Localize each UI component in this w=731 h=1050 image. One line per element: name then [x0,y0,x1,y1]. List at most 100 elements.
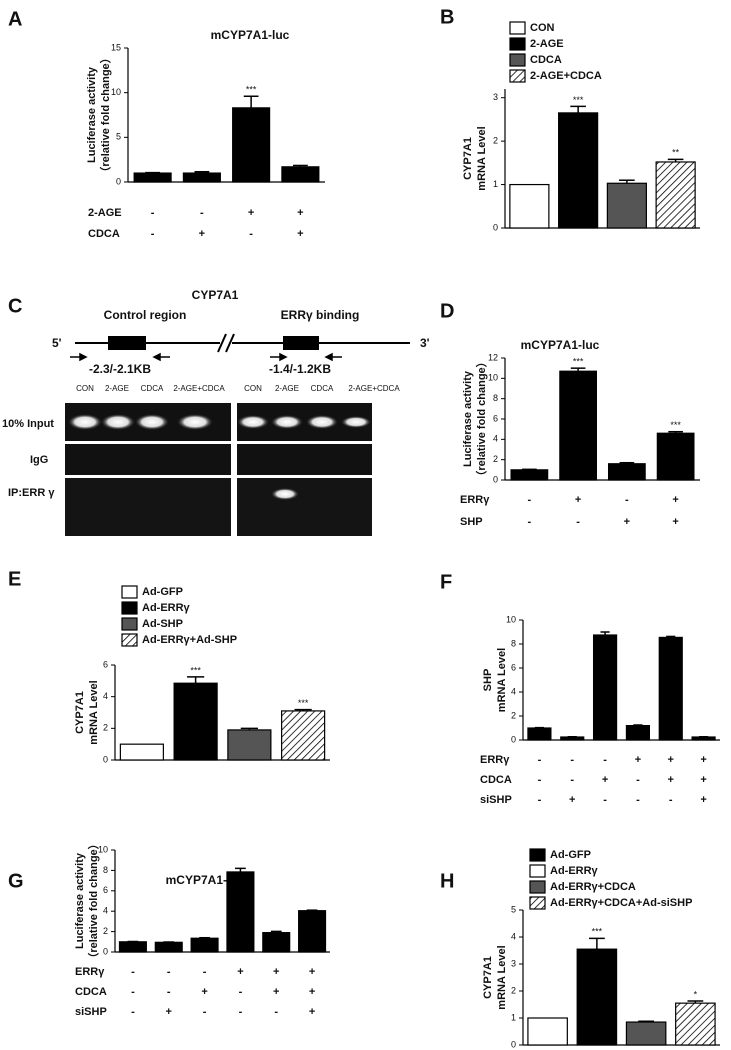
condition-sign: + [166,1006,172,1018]
condition-sign: - [239,986,243,998]
bar [298,910,327,953]
condition-label: siSHP [480,794,512,806]
primers [70,352,342,362]
condition-sign: - [249,228,253,240]
y-tick-label: 2 [493,454,498,464]
legend-label: Ad-ERRγ+CDCA [550,881,636,893]
lane-label: 2-AGE [105,384,129,393]
chart-title: mCYP7A1-luc [521,338,600,352]
significance: *** [573,357,584,367]
lane-label: 2-AGE [275,384,299,393]
bar [133,172,172,183]
bar [173,682,218,761]
y-tick-label: 6 [103,885,108,895]
amplicon-label: -1.4/-1.2KB [269,362,331,376]
panel-letter: B [440,6,454,28]
panel-letter: H [440,870,454,892]
bar [607,463,646,481]
chart: F 0 2 4 6 8 10 SHP mRNA Level - - - - - + - + - + - - + + - + + + E… [440,571,720,806]
bar [675,1002,716,1046]
condition-sign: - [274,1006,278,1018]
condition-sign: - [203,966,207,978]
condition-sign: - [570,754,574,766]
significance: *** [298,698,309,708]
condition-sign: - [636,774,640,786]
legend-label: Ad-ERRγ [142,602,191,614]
bar [119,743,164,761]
y-tick-label: 5 [116,132,121,142]
break-mark [225,333,235,353]
significance: ** [672,148,680,158]
condition-sign: + [668,774,674,786]
condition-sign: - [151,207,155,219]
panel-letter: C [8,295,22,317]
condition-sign: - [131,966,135,978]
legend-label: Ad-ERRγ+CDCA+Ad-siSHP [550,897,692,909]
legend-label: Ad-GFP [142,586,183,598]
legend-swatch [529,896,546,910]
row-label: 10% Input [2,418,54,430]
panel-letter: G [8,870,24,892]
condition-sign: + [635,754,641,766]
bar [509,183,550,229]
y-axis-label: Luciferase activity [86,66,98,163]
legend-swatch [121,617,138,631]
lane-label: CDCA [311,384,334,393]
y-tick-label: 0 [511,734,516,744]
legend-label: CDCA [530,54,562,66]
condition-sign: - [239,1006,243,1018]
y-tick-label: 1 [493,179,498,189]
legend-swatch [121,601,138,615]
y-tick-label: 10 [488,373,498,383]
y-axis-label: mRNA Level [496,648,508,712]
bar [182,172,221,183]
y-axis-label: mRNA Level [496,945,508,1009]
bar [625,1021,667,1046]
condition-sign: + [273,966,279,978]
bar [655,161,696,229]
condition-sign: + [309,1006,315,1018]
y-tick-label: 0 [493,474,498,484]
y-axis-label: mRNA Level [476,126,488,190]
legend-swatch [509,37,526,51]
condition-label: ERRγ [75,966,105,978]
panel-letter: D [440,300,454,322]
legend-label: 2-AGE [530,38,564,50]
condition-sign: + [297,228,303,240]
end-label: 3' [420,336,430,350]
bar [559,370,598,481]
significance: *** [573,95,584,105]
significance: *** [190,665,201,675]
condition-sign: + [569,794,575,806]
region-box [108,336,146,350]
y-tick-label: 6 [511,662,516,672]
significance: *** [670,420,681,430]
bar [606,182,647,229]
condition-sign: + [237,966,243,978]
lane-label: CON [244,384,262,393]
condition-sign: - [603,754,607,766]
legend-label: Ad-SHP [142,618,183,630]
y-tick-label: 2 [103,723,108,733]
y-tick-label: 10 [111,87,121,97]
lane-label: 2-AGE+CDCA [348,384,400,393]
legend-swatch [529,864,546,878]
y-tick-label: 5 [511,904,516,914]
bar [592,634,618,741]
legend-swatch [529,848,546,862]
condition-sign: - [570,774,574,786]
condition-sign: + [672,494,678,506]
y-tick-label: 12 [488,352,498,362]
bar [262,932,291,953]
condition-sign: + [201,986,207,998]
panel-letter: E [8,568,21,590]
y-tick-label: 4 [103,691,108,701]
y-tick-label: 2 [511,710,516,720]
legend-label: Ad-ERRγ [550,865,599,877]
y-tick-label: 4 [511,931,516,941]
bar [281,166,320,183]
